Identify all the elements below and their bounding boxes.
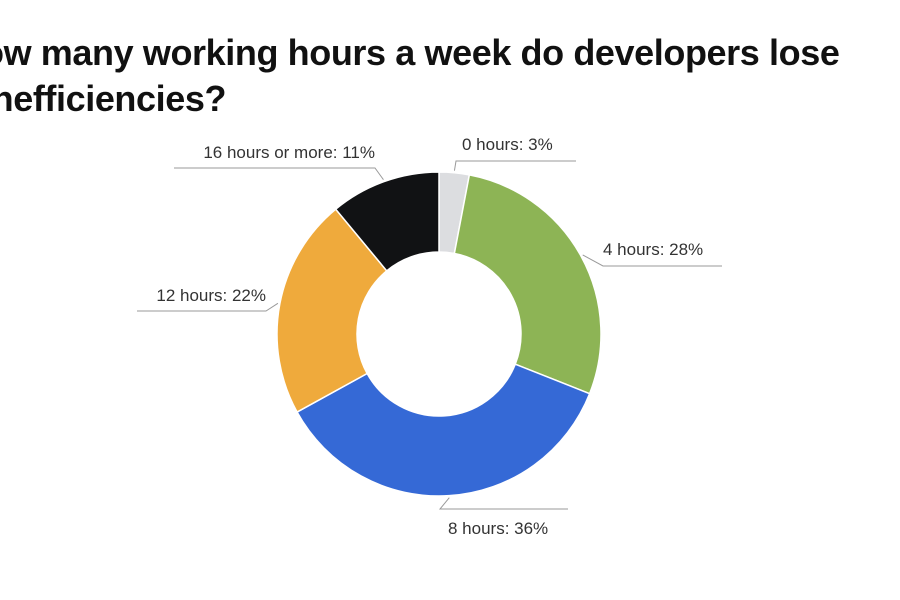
slice-4-hours (453, 173, 602, 395)
chart-title: ow many working hours a week do develope… (0, 30, 882, 122)
donut-slices (276, 171, 602, 497)
slice-label-12-hours: 12 hours: 22% (156, 286, 266, 305)
slice-8-hours (296, 363, 591, 497)
slice-16-hours-or-more (334, 171, 440, 272)
leader-line-0-hours (453, 160, 576, 171)
leader-line-16-hours-or-more (174, 167, 384, 180)
chart-title-line-1: ow many working hours a week do develope… (0, 32, 840, 73)
leader-line-12-hours (137, 302, 279, 312)
leader-line-8-hours (438, 497, 568, 510)
chart-title-line-2: inefficiencies? (0, 78, 227, 119)
slice-label-8-hours: 8 hours: 36% (448, 519, 548, 538)
label-leader-lines (137, 160, 722, 510)
slice-12-hours (276, 208, 388, 414)
slice-labels: 0 hours: 3% 4 hours: 28% 8 hours: 36% 12 ho… (156, 135, 703, 538)
slice-label-0-hours: 0 hours: 3% (462, 135, 553, 154)
slice-label-16-hours-or-more: 16 hours or more: 11% (203, 143, 375, 162)
leader-line-4-hours (582, 254, 722, 267)
slice-label-4-hours: 4 hours: 28% (603, 240, 703, 259)
